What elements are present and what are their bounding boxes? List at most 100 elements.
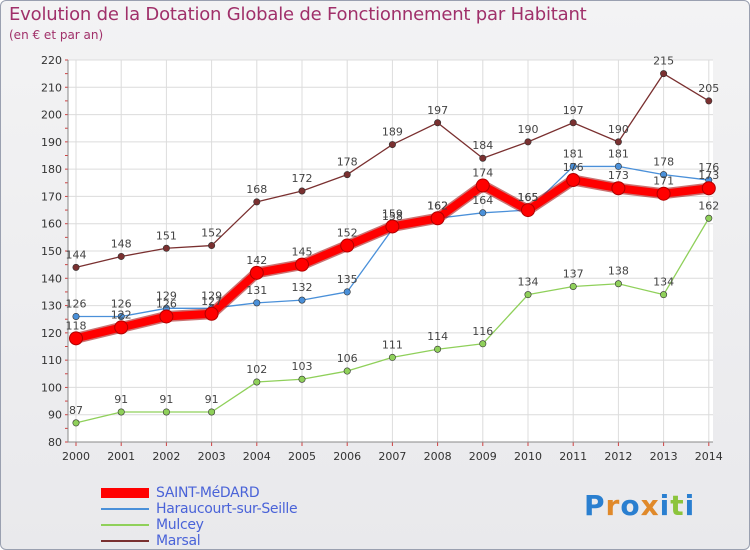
y-tick-label: 160 [41, 218, 62, 231]
y-tick-label: 130 [41, 300, 62, 313]
data-point [204, 306, 219, 321]
data-label: 165 [518, 191, 539, 204]
data-label: 197 [563, 104, 584, 117]
x-tick-label: 2000 [62, 450, 90, 463]
y-tick-label: 190 [41, 136, 62, 149]
data-label: 197 [427, 104, 448, 117]
data-point [117, 408, 125, 416]
data-label: 135 [337, 273, 358, 286]
y-tick-label: 200 [41, 109, 62, 122]
data-point [434, 345, 442, 353]
legend-label: Marsal [156, 533, 201, 549]
x-tick-label: 2006 [333, 450, 361, 463]
legend-swatch [101, 508, 149, 510]
data-point [660, 291, 668, 299]
data-point [208, 408, 216, 416]
data-label: 152 [201, 227, 222, 240]
x-tick-label: 2008 [424, 450, 452, 463]
legend-swatch [101, 524, 149, 526]
data-label: 116 [472, 325, 493, 338]
x-tick-label: 2011 [559, 450, 587, 463]
data-point [569, 282, 577, 290]
data-label: 131 [246, 284, 267, 297]
data-label: 168 [246, 183, 267, 196]
data-label: 129 [201, 289, 222, 302]
legend-label: SAINT-MéDARD [156, 485, 260, 501]
data-label: 173 [608, 169, 629, 182]
data-point [249, 265, 264, 280]
data-point [388, 141, 396, 149]
y-tick-label: 120 [41, 327, 62, 340]
data-label: 162 [427, 199, 448, 212]
logo-letter: x [640, 489, 660, 522]
data-point [524, 138, 532, 146]
x-tick-label: 2012 [604, 450, 632, 463]
data-point [521, 203, 535, 218]
data-point [566, 173, 581, 188]
x-tick-label: 2009 [469, 450, 497, 463]
legend-label: Haraucourt-sur-Seille [156, 501, 298, 517]
data-label: 138 [608, 265, 629, 278]
data-point [340, 238, 355, 253]
data-label: 91 [159, 393, 173, 406]
data-label: 127 [201, 295, 222, 308]
y-tick-label: 140 [41, 272, 62, 285]
logo-letter: P [584, 489, 606, 522]
data-label: 162 [427, 199, 448, 212]
data-point [72, 419, 80, 427]
data-point [343, 288, 351, 296]
chart-title: Evolution de la Dotation Globale de Fonc… [9, 4, 587, 25]
data-point [208, 242, 216, 250]
data-label: 176 [563, 161, 584, 174]
x-tick-label: 2005 [288, 450, 316, 463]
data-point [162, 244, 170, 252]
data-point [614, 280, 622, 288]
data-point [388, 353, 396, 361]
data-label: 178 [337, 156, 358, 169]
data-label: 184 [472, 139, 493, 152]
data-label: 91 [205, 393, 219, 406]
data-point [298, 187, 306, 195]
data-point [701, 181, 716, 196]
data-point [117, 252, 125, 260]
x-tick-label: 2004 [243, 450, 271, 463]
data-label: 172 [292, 172, 313, 185]
data-point [611, 181, 626, 196]
data-point [614, 138, 622, 146]
legend-item: Mulcey [101, 517, 361, 533]
data-label: 126 [111, 297, 132, 310]
data-label: 158 [382, 210, 403, 223]
data-point [162, 408, 170, 416]
data-point [253, 299, 261, 307]
data-point [569, 119, 577, 127]
data-point [114, 320, 129, 335]
data-point [298, 296, 306, 304]
data-point [159, 309, 174, 324]
data-point [479, 209, 487, 217]
data-label: 134 [518, 276, 539, 289]
data-point [298, 375, 306, 383]
data-label: 126 [156, 297, 177, 310]
data-label: 132 [292, 281, 313, 294]
data-label: 137 [563, 267, 584, 280]
data-label: 205 [698, 82, 719, 95]
data-label: 145 [292, 246, 313, 259]
data-label: 152 [337, 227, 358, 240]
data-label: 151 [156, 229, 177, 242]
data-point [343, 171, 351, 179]
x-tick-label: 2001 [107, 450, 135, 463]
legend-item: Marsal [101, 533, 361, 549]
y-tick-label: 80 [48, 436, 62, 449]
data-label: 106 [337, 352, 358, 365]
logo-letter: i [684, 489, 696, 522]
data-point [72, 263, 80, 271]
data-label: 176 [698, 161, 719, 174]
logo-letter: t [670, 489, 685, 522]
data-label: 181 [608, 147, 629, 160]
proxiti-logo: Proxiti [584, 489, 695, 522]
logo-letter: o [620, 489, 641, 522]
data-point [569, 162, 577, 170]
data-label: 189 [382, 126, 403, 139]
legend-item: Haraucourt-sur-Seille [101, 501, 361, 517]
